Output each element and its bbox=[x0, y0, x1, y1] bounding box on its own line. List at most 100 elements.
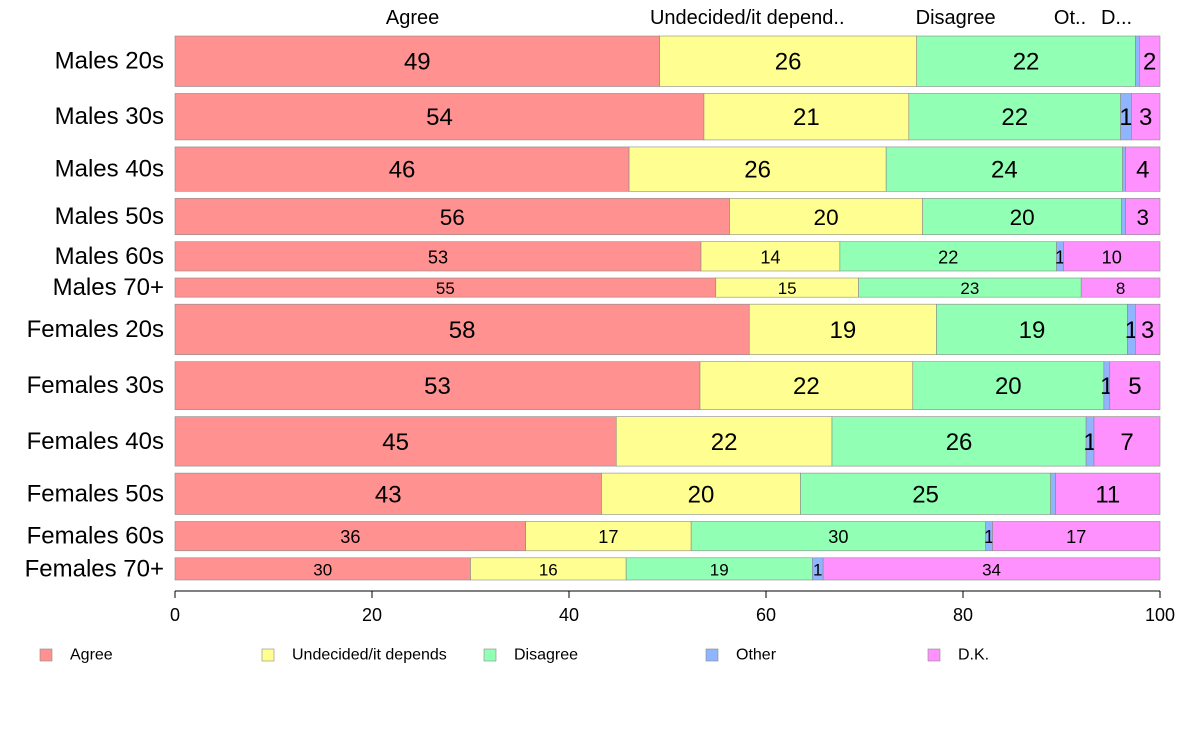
bar-males-70-d-k bbox=[1080, 277, 1161, 298]
data-label-males-50s-d-k: 3 bbox=[1136, 205, 1149, 230]
bar-males-50s-d-k bbox=[1125, 198, 1161, 236]
legend-swatch-other bbox=[705, 648, 719, 662]
data-label-males-30s-agree: 54 bbox=[426, 104, 453, 131]
bar-males-50s-disagree bbox=[922, 198, 1122, 236]
bar-females-50s-agree bbox=[174, 472, 602, 515]
bar-males-40s-agree bbox=[174, 146, 630, 192]
legend-swatch-d-k bbox=[927, 648, 941, 662]
data-label-males-70-d-k: 8 bbox=[1116, 279, 1125, 298]
bar-females-30s-d-k bbox=[1109, 361, 1161, 410]
data-label-males-70-undecided-it-depends: 15 bbox=[778, 279, 797, 298]
data-label-males-60s-undecided-it-depends: 14 bbox=[760, 247, 780, 267]
top-label-other: Ot.. bbox=[1054, 7, 1086, 29]
data-label-females-60s-disagree: 30 bbox=[828, 527, 848, 547]
data-label-males-20s-d-k: 2 bbox=[1143, 49, 1156, 76]
row-label-males-30s: Males 30s bbox=[55, 103, 164, 130]
data-label-females-60s-undecided-it-depends: 17 bbox=[598, 527, 618, 547]
bar-females-40s-d-k bbox=[1093, 416, 1161, 467]
x-tick-label-0: 0 bbox=[170, 605, 180, 625]
data-label-males-60s-agree: 53 bbox=[428, 247, 448, 267]
data-label-females-60s-other: 1 bbox=[984, 527, 994, 547]
bar-females-50s-other bbox=[1050, 472, 1056, 515]
bar-males-20s-d-k bbox=[1139, 35, 1161, 87]
data-label-males-60s-d-k: 10 bbox=[1102, 247, 1122, 267]
x-tick-label-20: 20 bbox=[362, 605, 382, 625]
data-label-males-60s-disagree: 22 bbox=[938, 247, 958, 267]
bar-females-40s-agree bbox=[174, 416, 617, 467]
data-label-females-60s-d-k: 17 bbox=[1066, 527, 1086, 547]
row-label-females-20s: Females 20s bbox=[27, 316, 164, 343]
legend-label-undecided-it-depends: Undecided/it depends bbox=[292, 647, 447, 664]
legend-label-other: Other bbox=[736, 647, 777, 664]
bar-females-60s-disagree bbox=[690, 521, 986, 552]
bar-males-30s-undecided-it-depends bbox=[703, 93, 910, 141]
data-label-males-50s-undecided-it-depends: 20 bbox=[814, 205, 839, 230]
x-tick-label-80: 80 bbox=[953, 605, 973, 625]
data-label-females-20s-agree: 58 bbox=[449, 317, 476, 344]
data-label-females-70-disagree: 19 bbox=[710, 560, 729, 579]
data-label-females-20s-d-k: 3 bbox=[1141, 317, 1154, 344]
bar-females-30s-undecided-it-depends bbox=[699, 361, 914, 410]
bar-males-50s-agree bbox=[174, 198, 730, 236]
data-label-females-30s-agree: 53 bbox=[424, 373, 451, 400]
data-label-females-70-d-k: 34 bbox=[982, 560, 1001, 579]
bar-males-40s-disagree bbox=[885, 146, 1123, 192]
bar-females-20s-d-k bbox=[1135, 303, 1161, 355]
data-label-males-40s-undecided-it-depends: 26 bbox=[744, 157, 771, 184]
row-label-males-20s: Males 20s bbox=[55, 48, 164, 75]
bar-males-30s-disagree bbox=[908, 93, 1121, 141]
bar-males-20s-undecided-it-depends bbox=[659, 35, 918, 87]
row-label-females-50s: Females 50s bbox=[27, 480, 164, 507]
data-label-females-40s-undecided-it-depends: 22 bbox=[711, 429, 738, 456]
bar-males-60s-disagree bbox=[839, 241, 1057, 272]
top-label-d-k: D... bbox=[1101, 7, 1132, 29]
bar-females-40s-undecided-it-depends bbox=[615, 416, 833, 467]
legend-swatch-undecided-it-depends bbox=[261, 648, 275, 662]
bar-males-50s-other bbox=[1121, 198, 1126, 236]
data-label-males-50s-agree: 56 bbox=[440, 205, 465, 230]
bar-males-30s-d-k bbox=[1131, 93, 1161, 141]
data-label-females-20s-disagree: 19 bbox=[1019, 317, 1046, 344]
bar-males-60s-d-k bbox=[1063, 241, 1161, 272]
data-label-females-40s-other: 1 bbox=[1083, 429, 1096, 456]
data-label-males-20s-undecided-it-depends: 26 bbox=[775, 49, 802, 76]
data-label-males-30s-disagree: 22 bbox=[1001, 104, 1028, 131]
data-label-females-50s-undecided-it-depends: 20 bbox=[688, 481, 715, 508]
legend-label-disagree: Disagree bbox=[514, 647, 578, 664]
data-label-males-40s-agree: 46 bbox=[389, 157, 416, 184]
data-label-females-20s-other: 1 bbox=[1125, 317, 1138, 344]
data-label-males-60s-other: 1 bbox=[1055, 247, 1065, 267]
x-tick-label-40: 40 bbox=[559, 605, 579, 625]
row-label-females-70: Females 70+ bbox=[25, 555, 164, 582]
row-label-males-60s: Males 60s bbox=[55, 243, 164, 270]
x-tick-label-100: 100 bbox=[1145, 605, 1175, 625]
bar-males-20s-agree bbox=[174, 35, 660, 87]
data-label-males-70-disagree: 23 bbox=[960, 279, 979, 298]
data-label-females-40s-disagree: 26 bbox=[946, 429, 973, 456]
row-label-males-50s: Males 50s bbox=[55, 203, 164, 230]
data-label-males-30s-other: 1 bbox=[1119, 104, 1132, 131]
data-label-females-40s-d-k: 7 bbox=[1120, 429, 1133, 456]
data-label-females-30s-d-k: 5 bbox=[1128, 373, 1141, 400]
data-label-males-50s-disagree: 20 bbox=[1010, 205, 1035, 230]
bar-males-20s-disagree bbox=[916, 35, 1136, 87]
bar-females-40s-disagree bbox=[831, 416, 1087, 467]
bar-males-20s-other bbox=[1135, 35, 1140, 87]
data-label-males-30s-undecided-it-depends: 21 bbox=[793, 104, 820, 131]
data-label-females-30s-disagree: 20 bbox=[995, 373, 1022, 400]
bar-females-50s-disagree bbox=[800, 472, 1051, 515]
data-label-males-70-agree: 55 bbox=[436, 279, 455, 298]
row-label-males-70: Males 70+ bbox=[53, 274, 164, 301]
data-label-males-40s-disagree: 24 bbox=[991, 157, 1018, 184]
data-label-males-20s-agree: 49 bbox=[404, 49, 431, 76]
bar-females-50s-d-k bbox=[1055, 472, 1161, 515]
legend-label-d-k: D.K. bbox=[958, 647, 989, 664]
bar-males-40s-d-k bbox=[1125, 146, 1161, 192]
bar-males-30s-agree bbox=[174, 93, 705, 141]
legend-swatch-agree bbox=[39, 648, 53, 662]
bar-females-20s-agree bbox=[174, 303, 750, 355]
data-label-males-40s-d-k: 4 bbox=[1136, 157, 1149, 184]
top-label-disagree: Disagree bbox=[916, 7, 996, 29]
